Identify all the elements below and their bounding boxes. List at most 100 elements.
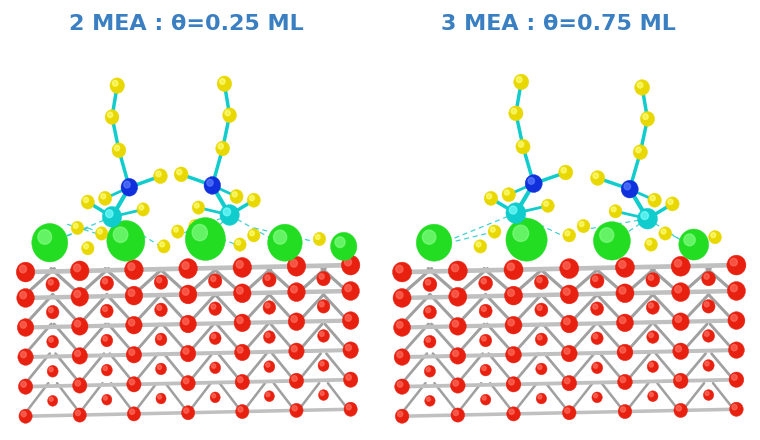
Ellipse shape: [511, 296, 520, 300]
Ellipse shape: [540, 369, 546, 371]
Circle shape: [266, 392, 270, 396]
Circle shape: [103, 279, 107, 284]
Circle shape: [502, 187, 515, 202]
Circle shape: [424, 365, 435, 377]
Circle shape: [561, 168, 566, 173]
Circle shape: [591, 332, 603, 345]
Ellipse shape: [653, 201, 660, 203]
Circle shape: [562, 345, 577, 362]
Circle shape: [71, 221, 84, 235]
Ellipse shape: [507, 195, 514, 198]
Circle shape: [343, 342, 359, 358]
Circle shape: [506, 218, 547, 261]
Ellipse shape: [511, 385, 518, 388]
Circle shape: [290, 260, 297, 267]
Circle shape: [426, 367, 430, 372]
Ellipse shape: [733, 291, 743, 295]
Ellipse shape: [429, 244, 447, 251]
Circle shape: [179, 259, 198, 279]
Circle shape: [392, 262, 412, 282]
Circle shape: [106, 210, 113, 218]
Circle shape: [71, 287, 89, 306]
Circle shape: [731, 345, 737, 351]
Circle shape: [593, 304, 598, 309]
Ellipse shape: [707, 307, 713, 309]
Circle shape: [537, 393, 546, 404]
Circle shape: [211, 334, 216, 339]
Ellipse shape: [186, 384, 193, 387]
Ellipse shape: [78, 327, 86, 330]
Ellipse shape: [455, 297, 464, 301]
Circle shape: [81, 242, 94, 255]
Circle shape: [102, 394, 112, 405]
Ellipse shape: [159, 310, 166, 313]
Circle shape: [157, 240, 170, 253]
Circle shape: [129, 379, 135, 385]
Ellipse shape: [651, 337, 657, 340]
Circle shape: [49, 367, 53, 372]
Circle shape: [184, 408, 188, 413]
Circle shape: [128, 263, 135, 271]
Ellipse shape: [455, 327, 464, 330]
Circle shape: [591, 362, 603, 374]
Circle shape: [287, 257, 306, 276]
Ellipse shape: [489, 199, 496, 202]
Circle shape: [423, 277, 437, 292]
Ellipse shape: [670, 204, 677, 207]
Ellipse shape: [531, 184, 540, 187]
Circle shape: [619, 317, 625, 323]
Circle shape: [600, 228, 614, 242]
Circle shape: [288, 313, 305, 330]
Circle shape: [453, 380, 458, 386]
Circle shape: [591, 302, 603, 315]
Ellipse shape: [564, 173, 571, 176]
Circle shape: [481, 306, 486, 312]
Circle shape: [609, 205, 622, 218]
Ellipse shape: [77, 297, 86, 301]
Ellipse shape: [456, 415, 463, 418]
Ellipse shape: [240, 353, 248, 356]
Circle shape: [649, 392, 654, 396]
Ellipse shape: [622, 353, 631, 356]
Ellipse shape: [678, 322, 686, 326]
Circle shape: [335, 237, 345, 248]
Circle shape: [648, 303, 654, 308]
Circle shape: [157, 305, 162, 310]
Circle shape: [263, 273, 276, 287]
Ellipse shape: [115, 86, 122, 89]
Circle shape: [292, 376, 297, 381]
Ellipse shape: [478, 247, 485, 249]
Ellipse shape: [186, 413, 193, 416]
Circle shape: [394, 379, 410, 394]
Circle shape: [423, 305, 436, 319]
Ellipse shape: [540, 399, 545, 401]
Circle shape: [125, 316, 142, 334]
Ellipse shape: [240, 412, 247, 415]
Circle shape: [346, 345, 351, 351]
Circle shape: [661, 229, 666, 234]
Ellipse shape: [734, 351, 742, 354]
Circle shape: [236, 404, 249, 418]
Circle shape: [75, 410, 81, 416]
Ellipse shape: [713, 238, 720, 240]
Circle shape: [641, 111, 654, 126]
Circle shape: [424, 335, 436, 348]
Ellipse shape: [400, 387, 407, 390]
Circle shape: [110, 78, 125, 93]
Ellipse shape: [540, 282, 546, 285]
Circle shape: [593, 334, 597, 339]
Ellipse shape: [105, 284, 112, 286]
Ellipse shape: [214, 398, 219, 400]
Circle shape: [701, 271, 715, 286]
Ellipse shape: [340, 247, 353, 253]
Circle shape: [292, 406, 297, 411]
Ellipse shape: [644, 219, 654, 224]
Circle shape: [563, 229, 575, 242]
Circle shape: [481, 279, 486, 284]
Ellipse shape: [649, 245, 656, 248]
Circle shape: [139, 205, 144, 210]
Circle shape: [20, 265, 27, 273]
Circle shape: [507, 263, 515, 271]
Circle shape: [426, 397, 430, 401]
Circle shape: [620, 407, 625, 412]
